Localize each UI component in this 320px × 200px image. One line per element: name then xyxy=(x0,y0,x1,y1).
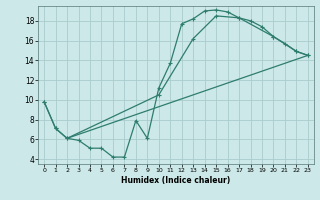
X-axis label: Humidex (Indice chaleur): Humidex (Indice chaleur) xyxy=(121,176,231,185)
